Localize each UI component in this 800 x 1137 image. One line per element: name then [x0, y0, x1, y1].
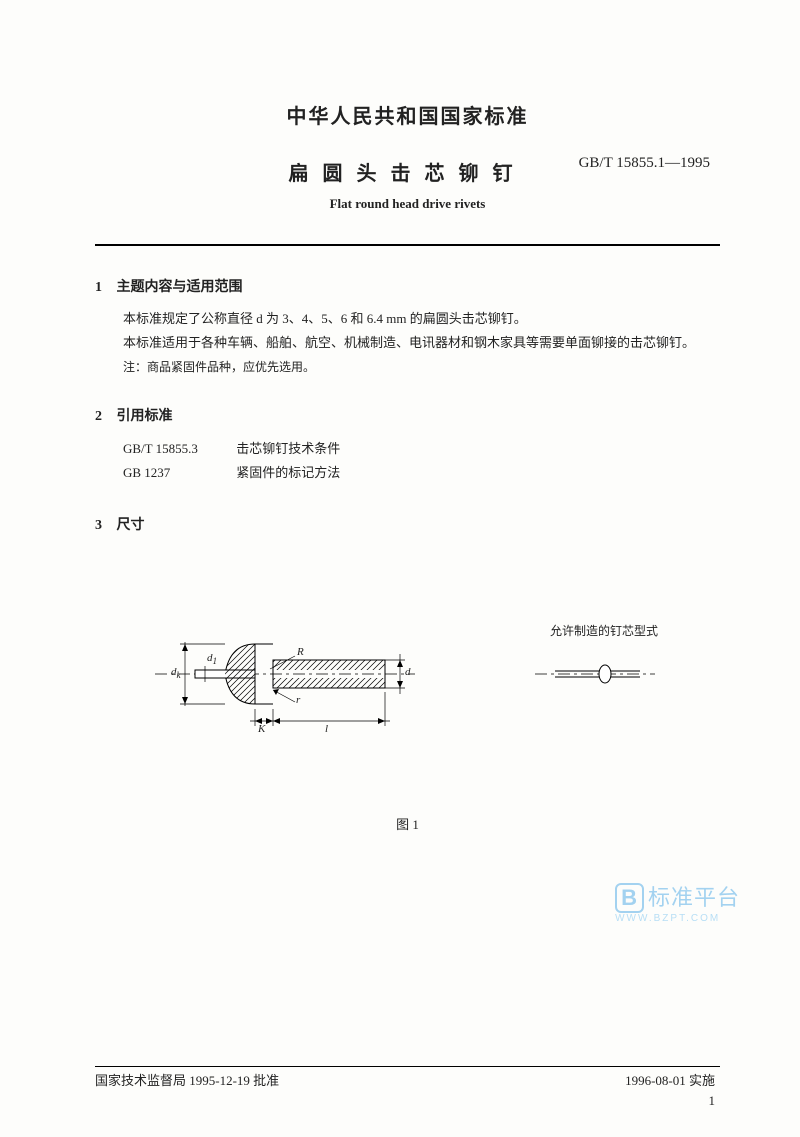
country-standard-title: 中华人民共和国国家标准 [95, 100, 720, 129]
header-divider [95, 244, 720, 246]
document-title-en: Flat round head drive rivets [95, 196, 720, 212]
header-block: 中华人民共和国国家标准 GB/T 15855.1—1995 扁圆头击芯铆钉 Fl… [95, 100, 720, 212]
label-dk: dk [171, 666, 181, 680]
watermark-text: 标准平台 [648, 885, 740, 910]
footer-approval: 国家技术监督局 1995-12-19 批准 [95, 1070, 279, 1089]
section-2-heading: 2 引用标准 [95, 405, 720, 425]
section-1-number: 1 [95, 280, 113, 296]
label-d1: d1 [207, 652, 217, 666]
section-1-para-2: 本标准适用于各种车辆、船舶、航空、机械制造、电讯器材和钢木家具等需要单面铆接的击… [123, 332, 720, 354]
section-1-heading: 1 主题内容与适用范围 [95, 276, 720, 296]
reference-code: GB 1237 [123, 461, 233, 484]
section-2-title: 引用标准 [117, 409, 173, 424]
reference-list: GB/T 15855.3 击芯铆钉技术条件 GB 1237 紧固件的标记方法 [123, 437, 720, 484]
label-R: R [297, 646, 304, 658]
watermark: B标准平台 WWW.BZPT.COM [615, 880, 740, 924]
section-1-title: 主题内容与适用范围 [117, 280, 243, 295]
label-d: d [405, 666, 411, 678]
document-page: 中华人民共和国国家标准 GB/T 15855.1—1995 扁圆头击芯铆钉 Fl… [0, 0, 800, 1137]
label-K: K [258, 723, 265, 735]
section-3-title: 尺寸 [117, 518, 145, 533]
allowed-form-annotation: 允许制造的钉芯型式 [550, 622, 658, 639]
reference-item: GB/T 15855.3 击芯铆钉技术条件 [123, 437, 720, 460]
reference-name: 紧固件的标记方法 [236, 465, 340, 480]
watermark-url: WWW.BZPT.COM [615, 913, 740, 924]
standard-code: GB/T 15855.1—1995 [579, 155, 710, 172]
section-3-heading: 3 尺寸 [95, 514, 720, 534]
section-3-number: 3 [95, 518, 113, 534]
section-2-number: 2 [95, 409, 113, 425]
reference-name: 击芯铆钉技术条件 [236, 441, 340, 456]
figure-caption: 图 1 [95, 814, 720, 833]
watermark-logo-icon: B [615, 883, 644, 913]
figure-1-diagram: dk d1 d R r K l 允许制造的钉芯型式 [95, 594, 720, 794]
reference-code: GB/T 15855.3 [123, 437, 233, 460]
section-1-para-1: 本标准规定了公称直径 d 为 3、4、5、6 和 6.4 mm 的扁圆头击芯铆钉… [123, 308, 720, 330]
footer-implementation: 1996-08-01 实施 [625, 1070, 715, 1089]
section-1-note: 注：商品紧固件品种，应优先选用。 [123, 358, 720, 375]
label-l: l [325, 723, 328, 735]
footer-divider [95, 1066, 720, 1067]
label-r: r [296, 694, 300, 706]
rivet-drawing-svg [95, 594, 715, 774]
reference-item: GB 1237 紧固件的标记方法 [123, 461, 720, 484]
page-number: 1 [709, 1093, 716, 1109]
